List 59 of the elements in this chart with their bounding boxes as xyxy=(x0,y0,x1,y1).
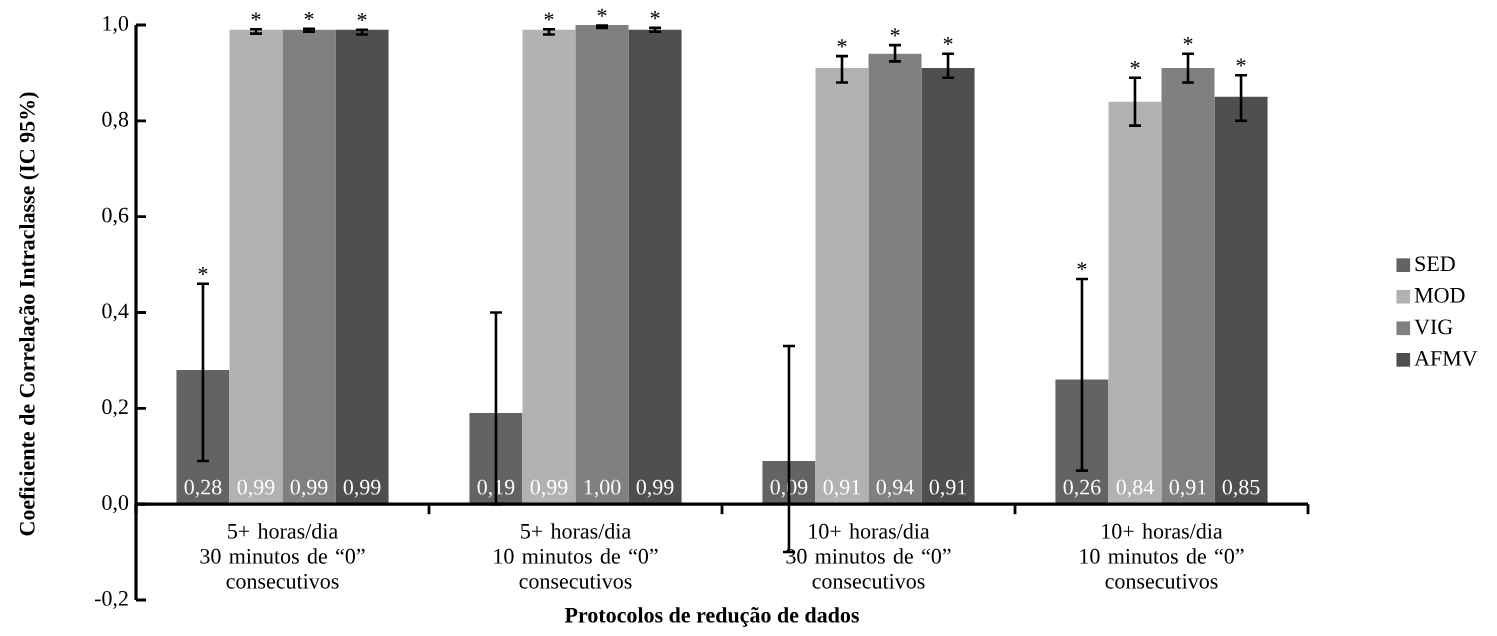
x-tick-label: 5+ horas/dia 10 minutos de “0” consecutivos xyxy=(494,523,658,589)
bar xyxy=(921,68,975,505)
data-label: 0,91 xyxy=(1169,479,1206,498)
data-label: 0,99 xyxy=(530,479,568,498)
data-label: 0,85 xyxy=(1222,479,1260,498)
annotation: * xyxy=(1183,36,1193,45)
y-tick-label: 0,2 xyxy=(102,399,128,418)
data-label: 0,91 xyxy=(929,479,966,498)
x-axis-title: Protocolos de redução de dados xyxy=(564,607,859,627)
y-axis-title: Coeficiente de Correlação Intraclasse (IC 95%) xyxy=(18,92,40,536)
bar xyxy=(469,413,523,505)
annotation: * xyxy=(198,266,208,275)
legend-label: AFMV xyxy=(1414,351,1478,366)
text: * xyxy=(357,12,367,22)
annotation: * xyxy=(943,36,953,45)
annotation: * xyxy=(1130,60,1140,69)
legend-label: VIG xyxy=(1414,319,1453,335)
bar xyxy=(176,369,230,505)
bar xyxy=(229,29,283,505)
bar xyxy=(628,29,682,505)
x-tick-label: 10+ horas/dia 10 minutos de “0” consecutivos xyxy=(1080,523,1244,589)
bar xyxy=(282,29,336,505)
annotation: * xyxy=(890,28,900,37)
data-label: 0,26 xyxy=(1063,479,1101,498)
annotation: * xyxy=(1236,58,1246,67)
bar xyxy=(1108,101,1162,505)
data-label: 0,99 xyxy=(636,479,674,498)
bar xyxy=(1214,96,1268,505)
legend-label: SED xyxy=(1415,256,1455,272)
data-label: 0,84 xyxy=(1116,479,1154,498)
bar xyxy=(868,53,922,505)
bar xyxy=(1055,379,1109,505)
bar xyxy=(1161,68,1215,505)
data-label: 0,91 xyxy=(823,479,860,498)
y-tick-label: 1,0 xyxy=(103,15,129,34)
annotation: * xyxy=(837,39,847,48)
bar xyxy=(815,68,869,505)
text: * xyxy=(597,8,607,17)
text: * xyxy=(251,12,261,21)
legend-label: MOD xyxy=(1414,287,1465,303)
x-tick-label: 5+ horas/dia 30 minutos de “0” consecutivos xyxy=(200,523,365,589)
data-label: 0,94 xyxy=(876,479,914,498)
y-tick-label: 0,8 xyxy=(102,111,129,130)
y-tick-label: 0,6 xyxy=(102,207,129,226)
text: * xyxy=(650,11,660,20)
y-tick-label: 0,0 xyxy=(102,495,129,514)
data-label: 0,99 xyxy=(237,479,275,498)
y-tick-label: -0,2 xyxy=(94,590,128,609)
text: * xyxy=(544,12,554,21)
bar xyxy=(575,24,629,505)
y-tick-label: 0,4 xyxy=(102,303,129,322)
data-label: 0,28 xyxy=(184,479,222,498)
data-label: 0,99 xyxy=(290,479,328,498)
text: * xyxy=(304,12,314,21)
annotation: * xyxy=(1077,262,1087,271)
data-label: 1,00 xyxy=(584,479,621,498)
bar xyxy=(335,29,389,505)
data-label: 0,99 xyxy=(343,479,381,498)
bar xyxy=(522,29,576,505)
